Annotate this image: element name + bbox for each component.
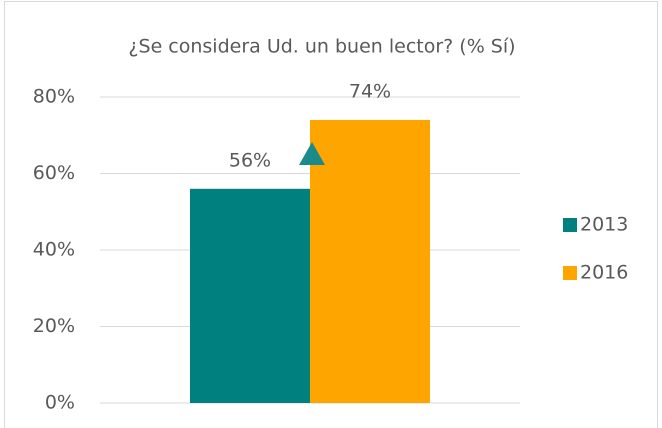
- legend-label: 2013: [580, 214, 628, 236]
- arrow-annotation: [299, 142, 325, 165]
- y-tick-label: 20%: [33, 315, 75, 337]
- y-tick-label: 60%: [33, 162, 75, 184]
- data-label: 56%: [229, 149, 271, 171]
- chart-title: ¿Se considera Ud. un buen lector? (% Sí): [128, 36, 515, 58]
- y-tick-label: 0%: [45, 392, 75, 414]
- legend-label: 2016: [580, 262, 628, 284]
- data-label: 74%: [349, 80, 391, 102]
- legend-swatch: [563, 218, 577, 232]
- bar: [190, 188, 310, 403]
- legend-swatch: [563, 266, 577, 280]
- bar: [310, 119, 430, 403]
- y-tick-label: 40%: [33, 239, 75, 261]
- y-tick-label: 80%: [33, 86, 75, 108]
